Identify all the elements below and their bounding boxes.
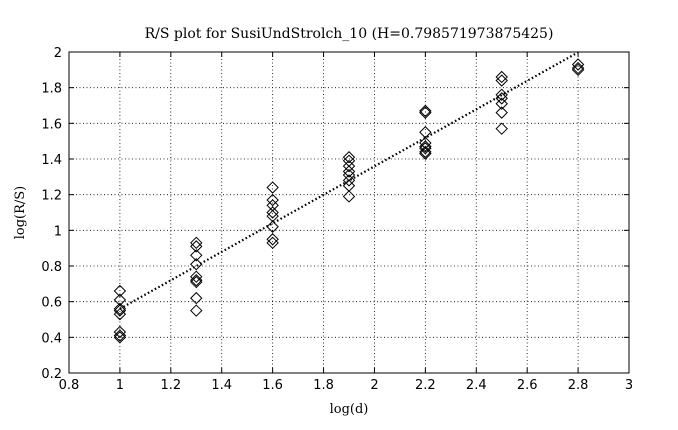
data-point [190,291,203,305]
data-point [495,122,508,135]
data-point [342,151,356,164]
data-point [495,92,508,105]
axis-ticks: 0.8 1 1.2 1.4 1.6 1.8 2 2.2 2.4 2.6 2.8 3 0.2 0.4 0.6 0… [41,46,633,393]
data-point [419,147,432,160]
fit-line [119,51,579,310]
x-tick-label: 2.6 [517,378,538,393]
y-tick-label: 1.2 [41,189,62,204]
data-point [266,236,279,250]
data-point [190,274,203,287]
data-point [266,181,279,194]
x-axis-label: log(d) [330,402,369,417]
plot-frame [68,51,630,374]
data-point [419,106,432,119]
data-point [190,240,203,253]
y-tick-label: 1.4 [41,153,62,168]
x-tick-label: 3 [625,378,633,393]
data-point [571,63,585,77]
y-tick-label: 0.2 [41,367,62,382]
y-tick-label: 1.6 [41,117,62,132]
data-point [571,58,585,71]
x-tick-label: 2 [370,378,378,393]
x-tick-label: 2.2 [415,378,436,393]
data-point [190,236,203,250]
data-point [419,142,432,155]
data-point [113,325,127,339]
data-point [571,61,585,75]
data-point [495,88,508,102]
data-point [495,74,508,87]
x-tick-label: 1 [116,378,124,393]
data-point [113,329,127,342]
x-tick-label: 1.8 [313,378,334,393]
x-tick-label: 2.8 [568,378,589,393]
data-point [190,304,203,317]
data-point [266,233,279,246]
x-tick-label: 2.4 [466,378,487,393]
data-point [342,159,356,173]
y-tick-label: 0.4 [41,331,62,346]
x-tick-label: 1.4 [211,378,232,393]
y-tick-label: 2 [54,46,62,61]
y-tick-label: 0.6 [41,296,62,311]
x-tick-label: 0.8 [59,378,80,393]
data-point [113,331,127,344]
data-point [190,249,203,262]
data-point [495,70,508,84]
y-tick-label: 0.8 [41,260,62,275]
data-point [113,307,127,321]
data-point [190,275,203,289]
data-point [266,193,279,207]
data-point [266,220,279,233]
x-tick-label: 1.6 [262,378,283,393]
data-point [342,174,356,187]
chart-title: R/S plot for SusiUndStrolch_10 (H=0.7985… [145,26,554,42]
y-axis-label: log(R/S) [13,186,28,240]
data-point [266,206,279,219]
data-points [113,58,585,344]
data-point [342,190,356,203]
grid-lines [69,52,629,373]
data-point [495,106,508,119]
data-point [419,104,432,118]
data-point [419,140,432,153]
data-point [190,270,203,283]
data-point [419,145,432,159]
y-tick-label: 1.8 [41,82,62,97]
data-point [113,304,127,317]
data-point [190,258,203,271]
data-point [342,165,356,178]
data-point [495,97,508,110]
y-tick-label: 1 [54,224,62,239]
data-point [113,284,127,298]
x-tick-label: 1.2 [160,378,181,393]
